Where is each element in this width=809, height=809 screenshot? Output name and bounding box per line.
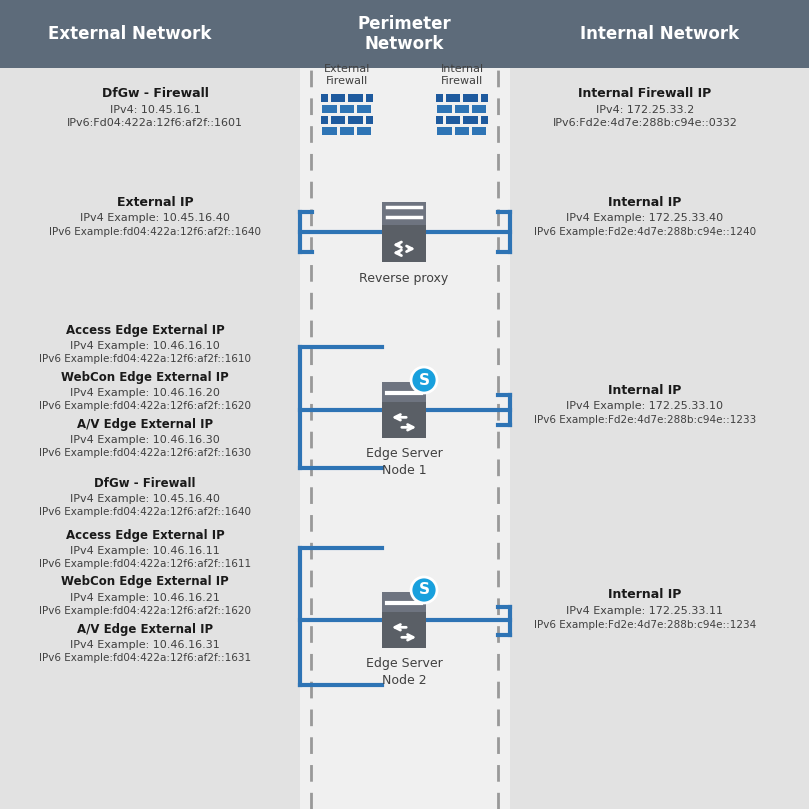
Bar [331,94,345,101]
Text: IPv4: 172.25.33.2: IPv4: 172.25.33.2 [596,105,694,115]
Text: S: S [418,582,430,598]
Text: IPv4 Example: 10.46.16.10: IPv4 Example: 10.46.16.10 [70,341,220,351]
Bar [438,126,452,134]
Text: Edge Server
Node 1: Edge Server Node 1 [366,447,443,477]
Bar [382,592,426,612]
Text: Internal IP: Internal IP [608,383,682,396]
Text: Internal Network: Internal Network [580,25,739,43]
Text: IPv6 Example:Fd2e:4d7e:288b:c94e::1233: IPv6 Example:Fd2e:4d7e:288b:c94e::1233 [534,415,756,425]
Text: IPv4 Example: 10.46.16.21: IPv4 Example: 10.46.16.21 [70,593,220,603]
Text: IPv6 Example:fd04:422a:12f6:af2f::1611: IPv6 Example:fd04:422a:12f6:af2f::1611 [39,559,251,569]
Text: IPv4: 10.45.16.1: IPv4: 10.45.16.1 [109,105,201,115]
Text: DfGw - Firewall: DfGw - Firewall [102,87,209,100]
Text: External
Firewall: External Firewall [324,64,371,87]
Text: Access Edge External IP: Access Edge External IP [66,528,224,541]
Bar [366,116,373,124]
Bar [447,116,460,124]
Bar [300,0,510,809]
Bar [382,382,426,401]
Text: IPv4 Example: 10.46.16.30: IPv4 Example: 10.46.16.30 [70,435,220,445]
Text: IPv6 Example:fd04:422a:12f6:af2f::1620: IPv6 Example:fd04:422a:12f6:af2f::1620 [39,401,251,411]
Text: IPv6 Example:fd04:422a:12f6:af2f::1640: IPv6 Example:fd04:422a:12f6:af2f::1640 [39,507,251,517]
Text: IPv6:Fd04:422a:12f6:af2f::1601: IPv6:Fd04:422a:12f6:af2f::1601 [67,118,243,128]
Circle shape [411,577,437,603]
Bar [357,126,371,134]
Bar [323,126,337,134]
Text: IPv6 Example:fd04:422a:12f6:af2f::1630: IPv6 Example:fd04:422a:12f6:af2f::1630 [39,448,251,458]
Bar [382,202,426,262]
Bar [436,116,443,124]
Text: S: S [418,372,430,388]
Text: IPv4 Example: 10.45.16.40: IPv4 Example: 10.45.16.40 [80,213,230,223]
Text: Internal IP: Internal IP [608,196,682,209]
Text: DfGw - Firewall: DfGw - Firewall [95,477,196,489]
Text: Internal
Firewall: Internal Firewall [440,64,484,87]
Text: IPv6 Example:Fd2e:4d7e:288b:c94e::1240: IPv6 Example:Fd2e:4d7e:288b:c94e::1240 [534,227,756,237]
Text: IPv6 Example:fd04:422a:12f6:af2f::1620: IPv6 Example:fd04:422a:12f6:af2f::1620 [39,606,251,616]
Bar [481,116,488,124]
Text: Internal IP: Internal IP [608,588,682,602]
Text: External Network: External Network [49,25,212,43]
Bar [455,126,469,134]
Text: External IP: External IP [116,196,193,209]
Text: IPv4 Example: 172.25.33.11: IPv4 Example: 172.25.33.11 [566,606,723,616]
Bar [481,94,488,101]
Text: IPv4 Example: 172.25.33.40: IPv4 Example: 172.25.33.40 [566,213,723,223]
Text: IPv4 Example: 10.46.16.31: IPv4 Example: 10.46.16.31 [70,640,220,650]
Bar [349,94,362,101]
Bar [447,94,460,101]
Bar [382,382,426,438]
Bar [464,116,478,124]
Bar [323,104,337,112]
Text: IPv6 Example:fd04:422a:12f6:af2f::1640: IPv6 Example:fd04:422a:12f6:af2f::1640 [49,227,261,237]
Bar [436,94,443,101]
Bar [357,104,371,112]
Text: IPv4 Example: 10.46.16.20: IPv4 Example: 10.46.16.20 [70,388,220,398]
Bar [349,116,362,124]
Bar [382,202,426,225]
Text: WebCon Edge External IP: WebCon Edge External IP [61,371,229,383]
Text: A/V Edge External IP: A/V Edge External IP [77,622,213,636]
Text: IPv6:Fd2e:4d7e:288b:c94e::0332: IPv6:Fd2e:4d7e:288b:c94e::0332 [553,118,738,128]
Text: A/V Edge External IP: A/V Edge External IP [77,417,213,430]
Bar [382,592,426,648]
Text: IPv4 Example: 10.45.16.40: IPv4 Example: 10.45.16.40 [70,494,220,504]
Bar [340,104,354,112]
Text: IPv6 Example:fd04:422a:12f6:af2f::1610: IPv6 Example:fd04:422a:12f6:af2f::1610 [39,354,251,364]
Text: Perimeter
Network: Perimeter Network [357,15,451,53]
Text: Internal Firewall IP: Internal Firewall IP [578,87,712,100]
Text: IPv6 Example:fd04:422a:12f6:af2f::1631: IPv6 Example:fd04:422a:12f6:af2f::1631 [39,653,251,663]
Text: IPv4 Example: 172.25.33.10: IPv4 Example: 172.25.33.10 [566,401,723,411]
Bar [0,0,809,68]
Text: Access Edge External IP: Access Edge External IP [66,324,224,337]
Bar [321,116,328,124]
Bar [455,104,469,112]
Bar [438,104,452,112]
Bar [366,94,373,101]
Text: WebCon Edge External IP: WebCon Edge External IP [61,575,229,588]
Bar [331,116,345,124]
Bar [464,94,478,101]
Text: IPv4 Example: 10.46.16.11: IPv4 Example: 10.46.16.11 [70,546,220,556]
Bar [472,104,486,112]
Bar [340,126,354,134]
Text: IPv6 Example:Fd2e:4d7e:288b:c94e::1234: IPv6 Example:Fd2e:4d7e:288b:c94e::1234 [534,620,756,630]
Circle shape [411,367,437,393]
Bar [472,126,486,134]
Text: Reverse proxy: Reverse proxy [359,272,449,285]
Text: Edge Server
Node 2: Edge Server Node 2 [366,657,443,687]
Bar [321,94,328,101]
